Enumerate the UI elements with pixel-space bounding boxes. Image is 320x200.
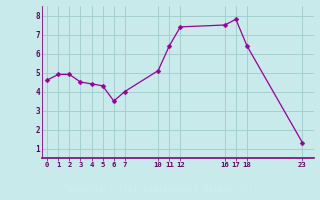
Text: Windchill (Refroidissement éolien,°C): Windchill (Refroidissement éolien,°C) <box>68 185 252 194</box>
